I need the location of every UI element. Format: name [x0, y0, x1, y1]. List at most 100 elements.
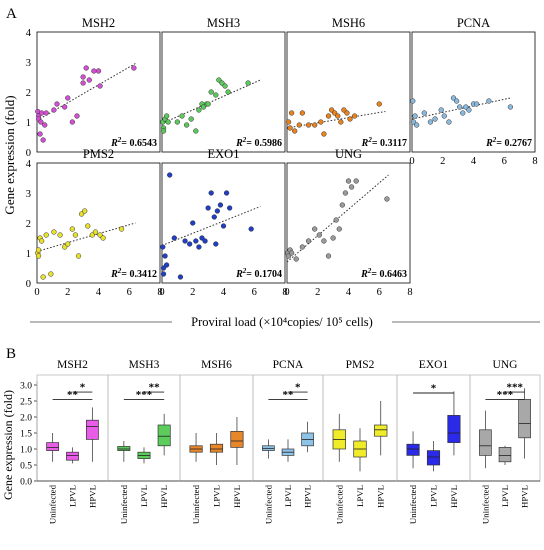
data-point	[42, 122, 48, 128]
box-panel-pms2: PMS2 Uninfected LPVL HPVL	[322, 359, 398, 524]
x-tick-label: 8	[407, 287, 412, 298]
data-point	[410, 98, 416, 104]
data-point	[163, 113, 170, 119]
data-point	[486, 98, 492, 104]
data-point	[333, 217, 339, 223]
panel-a-ylabel: Gene expression (fold)	[2, 95, 17, 214]
box-title-msh6: MSH6	[201, 359, 232, 371]
data-point	[100, 235, 106, 241]
box-title-msh3: MSH3	[129, 359, 160, 371]
plot-frame-exo1	[161, 162, 286, 284]
panel-b-letter: B	[6, 346, 16, 362]
significance-label: **	[149, 382, 161, 394]
x-tick-label: 4	[96, 287, 102, 298]
box-title-pcna: PCNA	[273, 359, 304, 371]
y-tick-label: 1	[26, 249, 31, 260]
box-panel-exo1: EXO1 Uninfected LPVL HPVL *	[396, 359, 471, 524]
trendline-exo1	[161, 206, 261, 246]
data-point	[384, 196, 390, 202]
data-point	[214, 208, 221, 214]
panel-a-letter: A	[6, 6, 17, 22]
x-tick-label: 6	[377, 287, 382, 298]
group-label: Uninfected	[119, 484, 129, 524]
scatter-panel-pcna: PCNA R2= 0.2767 0 2 4 6 8	[409, 16, 537, 167]
x-tick-label: 6	[252, 287, 257, 298]
data-point	[92, 229, 99, 235]
data-point	[51, 229, 57, 235]
x-tick-label: 0	[284, 287, 289, 298]
plot-frame-msh6	[286, 31, 411, 153]
box-msh2-hpvl	[85, 419, 99, 440]
plot-frame-pms2	[36, 162, 161, 284]
r2-label-msh2: R2= 0.6543	[110, 136, 157, 149]
data-point	[35, 253, 42, 259]
data-point	[177, 274, 184, 280]
significance-label: **	[67, 389, 79, 401]
group-label: Uninfected	[480, 484, 490, 524]
group-label: Uninfected	[334, 484, 344, 524]
data-point	[75, 253, 82, 259]
trendline-pms2	[36, 222, 136, 252]
group-label: LPVL	[212, 485, 222, 507]
y-tick-label: 0	[26, 279, 31, 290]
data-point	[325, 253, 332, 259]
box-msh6-hpvl	[230, 431, 244, 448]
data-point	[72, 232, 79, 238]
data-point	[208, 190, 214, 196]
panel-a-scatter-grid: MSH2 R2= 0.6543 0 1 2 3 4 MSH3 R2= 0.5986 MSH6 R2=…	[26, 16, 538, 298]
panel-title-pms2: PMS2	[83, 147, 114, 161]
r2-label-ung: R2= 0.6463	[360, 267, 407, 280]
data-point	[312, 226, 318, 232]
y-tick-label: 2	[26, 219, 31, 230]
data-point	[193, 128, 199, 134]
x-tick-label: 6	[127, 287, 132, 298]
data-point	[174, 119, 181, 125]
data-point	[38, 119, 44, 125]
data-point	[167, 172, 173, 178]
y-tick-label: 4	[26, 159, 32, 170]
data-point	[69, 119, 76, 125]
data-point	[160, 244, 166, 250]
panel-b-ylabel: Gene expression (fold)	[1, 390, 15, 500]
data-point	[321, 131, 327, 137]
data-point	[80, 80, 86, 86]
x-tick-label: 2	[190, 287, 195, 298]
x-tick-label: 0	[34, 287, 39, 298]
data-point	[353, 178, 359, 184]
data-point	[335, 113, 341, 119]
x-tick-label: 4	[221, 287, 227, 298]
data-point	[118, 226, 125, 232]
data-point	[196, 244, 202, 250]
group-label: LPVL	[429, 485, 439, 507]
data-point	[342, 190, 349, 196]
group-label: HPVL	[232, 485, 242, 508]
significance-label: *	[431, 383, 437, 395]
data-point	[460, 110, 466, 116]
y-tick-label: 2	[26, 88, 31, 99]
y-tick-label: 1.0	[20, 446, 32, 456]
data-point	[162, 253, 168, 259]
data-point	[338, 119, 344, 125]
group-label: LPVL	[355, 485, 365, 507]
data-point	[37, 131, 43, 137]
box-panel-msh6: MSH6 Uninfected LPVL HPVL	[179, 359, 254, 524]
x-tick-label: 8	[157, 287, 162, 298]
box-msh3-hpvl	[157, 424, 171, 447]
significance-label: ***	[507, 382, 524, 394]
data-point	[412, 113, 418, 119]
panel-b-boxplots: 0.0 0.5 1.0 1.5 2.0 2.5 3.0 MSH2 Uninfected LPVL H…	[20, 359, 541, 524]
group-label: HPVL	[520, 485, 530, 508]
data-point	[248, 226, 254, 232]
data-point	[97, 83, 103, 89]
data-point	[65, 241, 71, 247]
x-tick-label: 8	[282, 287, 287, 298]
data-point	[95, 68, 102, 74]
x-tick-label: 0	[159, 287, 164, 298]
data-point	[82, 208, 88, 214]
box-exo1-uninfected	[406, 443, 420, 456]
data-point	[376, 101, 382, 107]
y-tick-label: 0	[26, 148, 31, 159]
